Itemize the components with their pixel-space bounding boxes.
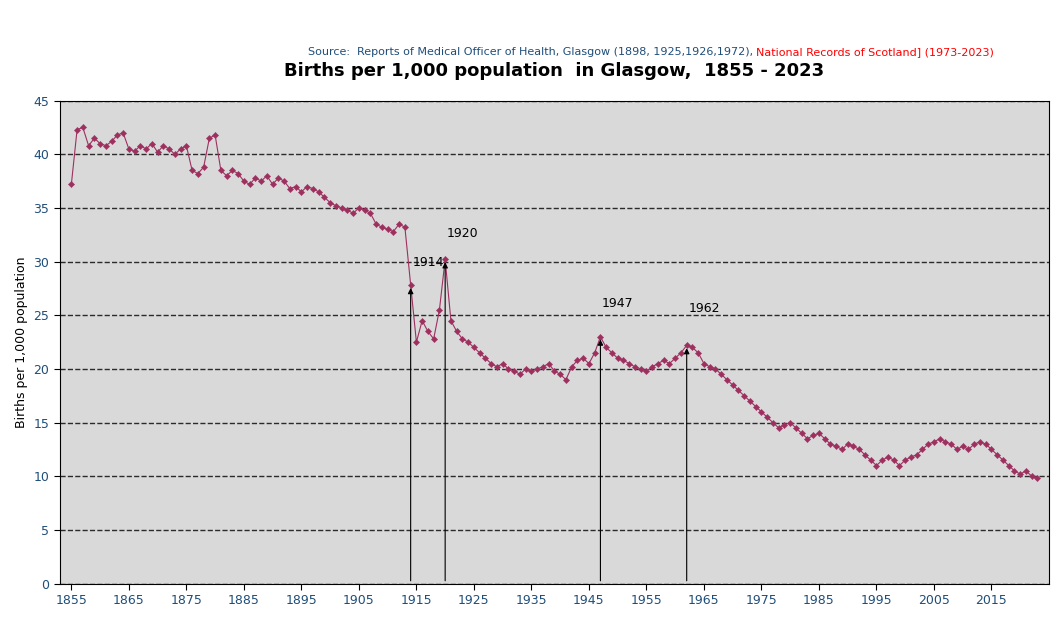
Text: 1947: 1947 bbox=[602, 297, 634, 310]
Text: Source:  Reports of Medical Officer of Health, Glasgow (1898, 1925,1926,1972),: Source: Reports of Medical Officer of He… bbox=[307, 47, 757, 57]
Text: National Records of Scotland] (1973-2023): National Records of Scotland] (1973-2023… bbox=[757, 47, 994, 57]
Text: 1914: 1914 bbox=[413, 256, 444, 269]
Title: Births per 1,000 population  in Glasgow,  1855 - 2023: Births per 1,000 population in Glasgow, … bbox=[284, 62, 825, 80]
Y-axis label: Births per 1,000 population: Births per 1,000 population bbox=[15, 256, 28, 428]
Text: 1962: 1962 bbox=[688, 302, 720, 315]
Text: 1920: 1920 bbox=[447, 227, 479, 240]
